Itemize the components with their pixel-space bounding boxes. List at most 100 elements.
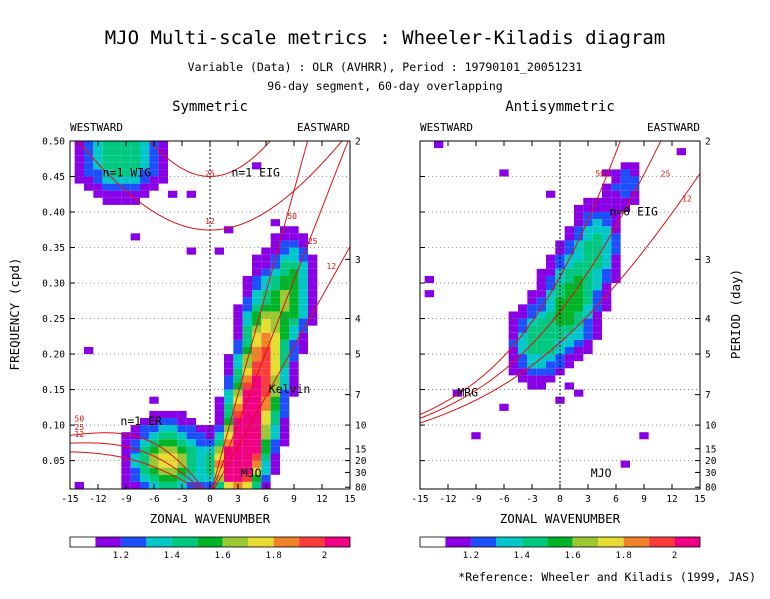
heatmap-cell <box>574 268 584 276</box>
heatmap-cell <box>93 183 103 191</box>
heatmap-cell <box>280 318 290 326</box>
heatmap-cell <box>574 240 584 248</box>
heatmap-cell <box>555 240 565 248</box>
period-tick-label: 30 <box>705 468 717 479</box>
heatmap-cell <box>242 403 252 411</box>
heatmap-cell <box>140 148 150 156</box>
colorbar-swatch <box>299 537 325 547</box>
heatmap-cell <box>168 432 178 440</box>
heatmap-cell <box>233 311 243 319</box>
x-tick-label: -12 <box>89 494 106 505</box>
heatmap-cell <box>289 368 299 376</box>
colorbar-label: 2 <box>672 551 677 561</box>
heatmap-cell <box>592 240 602 248</box>
heatmap-cell <box>499 403 509 411</box>
heatmap-cell <box>205 432 215 440</box>
heatmap-cell <box>602 212 612 220</box>
heatmap-cell <box>186 446 196 454</box>
heatmap-cell <box>280 261 290 269</box>
heatmap-cell <box>602 275 612 284</box>
heatmap-cell <box>270 261 280 269</box>
heatmap-cell <box>140 467 150 475</box>
heatmap-cell <box>298 275 308 284</box>
colorbar-antisymmetric: 1.2 1.4 1.6 1.8 2 <box>419 536 701 561</box>
y-tick-label: 0.05 <box>42 456 65 467</box>
heatmap-cell <box>289 247 299 255</box>
heatmap-cell <box>564 275 574 284</box>
heatmap-cell <box>592 204 602 213</box>
heatmap-cell <box>224 389 234 397</box>
heatmap-cell <box>602 283 612 291</box>
curve-depth-label: 25 <box>205 170 215 179</box>
heatmap-cell <box>112 176 122 184</box>
heatmap-cell <box>252 339 262 347</box>
heatmap-cell <box>270 318 280 326</box>
heatmap-cell <box>592 304 602 312</box>
heatmap-cell <box>130 474 140 482</box>
heatmap-cell <box>233 425 243 433</box>
heatmap-cell <box>261 417 271 426</box>
heatmap-cell <box>583 332 593 340</box>
heatmap-cell <box>149 410 159 418</box>
heatmap-cell <box>168 467 178 475</box>
heatmap-cell <box>308 261 318 269</box>
colorbar-swatch <box>197 537 223 547</box>
heatmap-cell <box>270 432 280 440</box>
heatmap-cell <box>130 439 140 447</box>
heatmap-cell <box>308 304 318 312</box>
heatmap-cell <box>574 318 584 326</box>
curve-depth-label: 50 <box>595 170 605 179</box>
heatmap-cell <box>546 283 556 291</box>
heatmap-cell <box>574 275 584 284</box>
heatmap-cell <box>499 169 509 177</box>
heatmap-cell <box>261 311 271 319</box>
heatmap-cell <box>242 410 252 418</box>
heatmap-cell <box>270 233 280 241</box>
heatmap-cell <box>261 318 271 326</box>
heatmap-cell <box>583 219 593 227</box>
heatmap-cell <box>508 361 518 369</box>
colorbar-swatch <box>623 537 650 547</box>
heatmap-cell <box>289 240 299 248</box>
x-tick-label: 0 <box>207 494 213 505</box>
heatmap-cell <box>140 417 150 426</box>
dispersion-curve-kelvin-25m <box>212 141 349 489</box>
heatmap-cell <box>224 439 234 447</box>
heatmap-cell <box>289 318 299 326</box>
y-tick-label: 0.25 <box>42 314 65 325</box>
period-tick-label: 10 <box>355 421 367 432</box>
heatmap-cell <box>564 297 574 305</box>
reference-note: *Reference: Wheeler and Kiladis (1999, J… <box>458 570 756 584</box>
heatmap-cell <box>308 275 318 284</box>
x-tick-label: 15 <box>694 494 705 505</box>
heatmap-cell <box>546 304 556 312</box>
heatmap-cell <box>298 240 308 248</box>
heatmap-cell <box>508 368 518 376</box>
heatmap-cell <box>289 325 299 333</box>
heatmap-cell <box>261 339 271 347</box>
heatmap-cell <box>620 169 630 177</box>
heatmap-cell <box>602 290 612 298</box>
heatmap-cell <box>196 425 206 433</box>
heatmap-cell <box>168 417 178 426</box>
heatmap-cell <box>592 226 602 234</box>
heatmap-cell <box>261 403 271 411</box>
heatmap-cell <box>611 176 621 184</box>
heatmap-cell <box>130 453 140 461</box>
heatmap-cell <box>130 460 140 468</box>
heatmap-cell <box>508 325 518 333</box>
period-tick-label: 80 <box>705 483 717 494</box>
heatmap-cell <box>102 190 112 198</box>
heatmap-cell <box>620 197 630 205</box>
heatmap-cell <box>121 155 131 163</box>
dispersion-curve-eig0-50m <box>551 141 621 292</box>
heatmap-cell <box>196 453 206 461</box>
heatmap-cell <box>280 290 290 298</box>
heatmap-cell <box>177 439 187 447</box>
wave-label: Kelvin <box>269 382 311 396</box>
heatmap-cell <box>121 460 131 468</box>
heatmap-cell <box>261 275 271 284</box>
heatmap-cell <box>546 368 556 376</box>
heatmap-cell <box>196 446 206 454</box>
heatmap-cell <box>149 446 159 454</box>
